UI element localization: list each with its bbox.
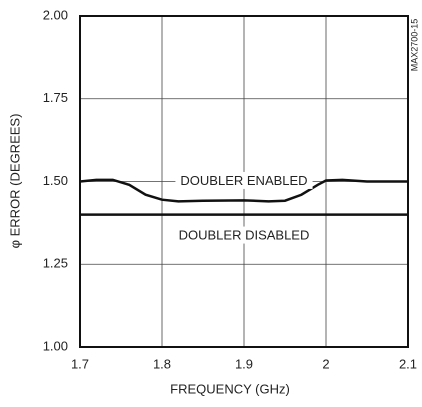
annotation: MAX2700-15: [409, 19, 419, 72]
y-tick-label: 2.00: [43, 7, 68, 22]
series-line: [79, 178, 408, 203]
x-tick-label: 1.8: [153, 356, 171, 371]
x-axis-label: FREQUENCY (GHz): [170, 381, 290, 396]
y-tick-label: 1.25: [43, 256, 68, 271]
y-tick-label: 1.50: [43, 173, 68, 188]
x-tick-label: 1.9: [235, 356, 253, 371]
y-axis-label: φ ERROR (DEGREES): [7, 114, 22, 249]
series-label-bg: [175, 171, 313, 189]
series-label-bg: [173, 226, 315, 244]
x-tick-label: 1.7: [71, 356, 89, 371]
x-tick-label: 2: [322, 356, 329, 371]
series-label: DOUBLER DISABLED: [179, 228, 310, 243]
y-tick-label: 1.00: [43, 338, 68, 353]
x-tick-label: 2.1: [399, 356, 417, 371]
series-label: DOUBLER ENABLED: [180, 173, 307, 188]
y-tick-label: 1.75: [43, 90, 68, 105]
